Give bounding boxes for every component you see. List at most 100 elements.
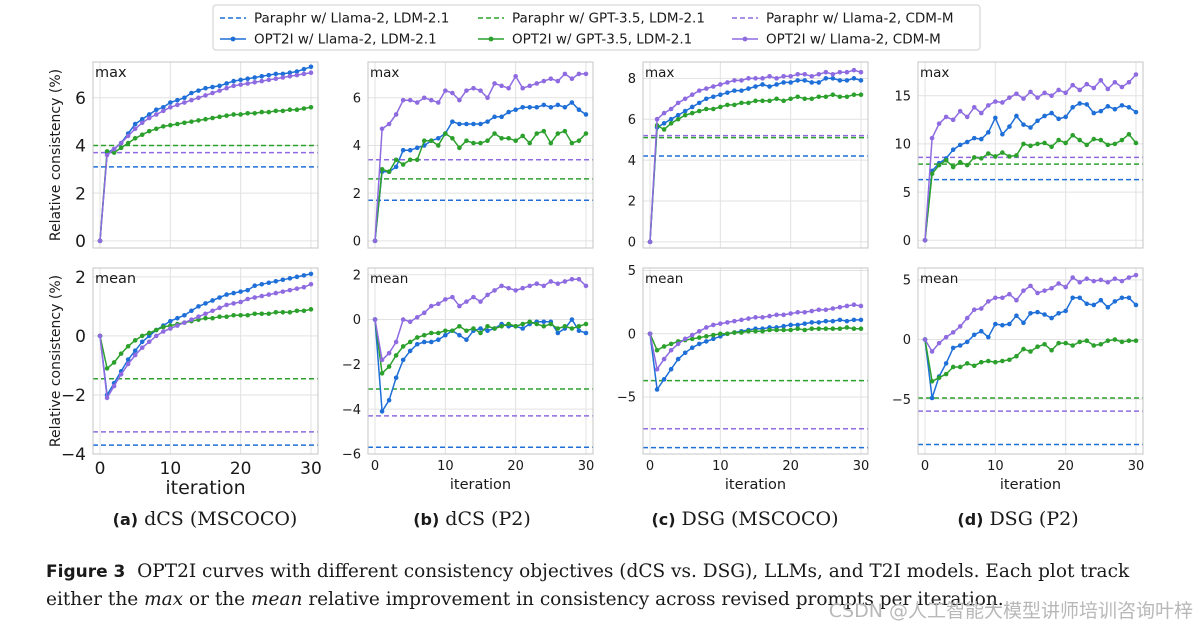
point-op_llama_cdm-19 xyxy=(231,83,236,89)
point-op_gpt_ldm-26 xyxy=(1105,142,1111,148)
point-op_gpt_ldm-3 xyxy=(393,353,399,358)
point-op_llama_cdm-2 xyxy=(936,121,942,126)
frame-b-mean xyxy=(367,267,594,455)
point-op_llama_cdm-28 xyxy=(1119,84,1125,90)
point-op_gpt_ldm-29 xyxy=(301,308,307,314)
point-op_llama_cdm-0 xyxy=(97,333,103,339)
point-op_gpt_ldm-27 xyxy=(1112,337,1118,342)
subcaption-c-tag: (c) xyxy=(651,510,676,529)
point-op_gpt_ldm-18 xyxy=(499,323,504,329)
point-op_llama_cdm-4 xyxy=(950,330,956,335)
legend-entry-op_llama_cdm: OPT2I w/ Llama-2, CDM-M xyxy=(732,32,941,48)
plot-area-d-mean xyxy=(918,268,1143,454)
point-op_llama_cdm-11 xyxy=(725,320,730,325)
point-op_gpt_ldm-21 xyxy=(795,326,800,332)
point-op_llama_cdm-2 xyxy=(111,146,117,152)
point-op_llama_ldm-17 xyxy=(492,114,497,120)
point-op_llama_cdm-29 xyxy=(1126,79,1132,85)
point-op_llama_cdm-9 xyxy=(711,84,716,89)
point-op_llama_cdm-5 xyxy=(682,96,688,102)
ytick-0: 0 xyxy=(75,232,86,252)
point-op_llama_cdm-1 xyxy=(104,152,110,158)
point-op_gpt_ldm-27 xyxy=(287,309,293,315)
point-op_gpt_ldm-23 xyxy=(1084,338,1090,344)
point-op_llama_cdm-4 xyxy=(125,361,131,367)
point-op_gpt_ldm-7 xyxy=(971,155,977,160)
point-op_llama_ldm-23 xyxy=(259,281,265,287)
point-op_llama_ldm-3 xyxy=(393,375,399,381)
point-op_llama_cdm-11 xyxy=(1000,295,1005,301)
point-op_gpt_ldm-15 xyxy=(478,330,483,336)
point-op_llama_cdm-2 xyxy=(661,110,667,116)
point-op_llama_cdm-20 xyxy=(788,311,793,316)
legend-entry-ph_gpt_ldm: Paraphr w/ GPT-3.5, LDM-2.1 xyxy=(478,11,705,27)
point-op_gpt_ldm-8 xyxy=(703,334,709,339)
point-op_llama_cdm-2 xyxy=(661,356,667,362)
point-op_llama_cdm-10 xyxy=(718,82,723,87)
point-op_llama_cdm-25 xyxy=(1098,277,1104,283)
point-op_llama_ldm-8 xyxy=(703,339,709,344)
point-op_llama_ldm-9 xyxy=(986,130,991,135)
point-op_llama_ldm-25 xyxy=(823,76,829,81)
panel-title-d-mean: mean xyxy=(920,271,958,287)
point-op_gpt_ldm-27 xyxy=(287,107,293,112)
point-op_llama_ldm-18 xyxy=(499,114,504,120)
point-op_llama_ldm-28 xyxy=(569,317,575,322)
point-op_llama_ldm-6 xyxy=(964,339,970,345)
point-op_llama_cdm-23 xyxy=(1084,276,1090,282)
point-op_llama_cdm-14 xyxy=(1021,288,1026,293)
point-op_llama_cdm-13 xyxy=(464,88,469,93)
xlabel-b-mean: iteration xyxy=(450,477,511,493)
legend-label-ph_llama_cdm: Paraphr w/ Llama-2, CDM-M xyxy=(766,11,953,27)
point-op_llama_ldm-6 xyxy=(414,341,420,347)
point-op_llama_cdm-15 xyxy=(203,93,208,98)
point-op_llama_cdm-23 xyxy=(809,308,815,314)
plot-area-c-max xyxy=(643,62,868,248)
point-op_llama_cdm-28 xyxy=(1119,278,1125,284)
point-op_llama_ldm-4 xyxy=(400,357,406,363)
point-op_llama_cdm-15 xyxy=(753,315,758,320)
point-op_llama_cdm-10 xyxy=(168,105,173,110)
subcaption-d: (d) DSG (P2) xyxy=(888,508,1148,530)
point-op_llama_cdm-6 xyxy=(139,345,145,351)
point-op_llama_cdm-8 xyxy=(428,303,434,309)
ytick--5: −5 xyxy=(617,391,636,406)
point-op_gpt_ldm-14 xyxy=(471,326,476,331)
point-op_llama_cdm-12 xyxy=(182,320,187,325)
point-op_llama_cdm-3 xyxy=(668,347,674,353)
point-op_llama_ldm-28 xyxy=(844,318,850,324)
point-op_llama_cdm-18 xyxy=(774,76,779,81)
point-op_gpt_ldm-2 xyxy=(661,127,667,132)
point-op_llama_cdm-19 xyxy=(781,312,786,318)
point-op_llama_cdm-26 xyxy=(1105,86,1111,92)
point-op_gpt_ldm-28 xyxy=(844,94,850,100)
point-op_gpt_ldm-24 xyxy=(1091,136,1097,142)
point-op_gpt_ldm-16 xyxy=(760,98,765,104)
point-op_llama_cdm-30 xyxy=(583,283,589,289)
point-op_llama_ldm-13 xyxy=(1014,113,1019,119)
point-op_gpt_ldm-25 xyxy=(548,140,554,146)
panel-title-c-mean: mean xyxy=(645,271,683,287)
point-op_llama_cdm-7 xyxy=(696,88,702,93)
point-op_llama_ldm-7 xyxy=(421,339,427,345)
point-op_gpt_ldm-4 xyxy=(400,162,406,167)
point-op_llama_cdm-24 xyxy=(816,307,822,313)
point-op_gpt_ldm-21 xyxy=(520,133,525,139)
point-op_llama_ldm-12 xyxy=(1007,321,1012,327)
point-op_gpt_ldm-7 xyxy=(146,128,152,134)
point-op_gpt_ldm-28 xyxy=(294,308,300,314)
point-op_llama_cdm-18 xyxy=(1049,93,1054,99)
point-op_llama_cdm-26 xyxy=(280,289,286,294)
point-op_llama_cdm-20 xyxy=(238,82,243,87)
point-op_llama_ldm-24 xyxy=(541,319,547,325)
point-op_gpt_ldm-2 xyxy=(111,360,117,365)
point-op_llama_ldm-25 xyxy=(273,71,279,77)
point-op_llama_cdm-22 xyxy=(527,83,533,89)
point-op_gpt_ldm-2 xyxy=(936,162,942,168)
point-op_llama_cdm-9 xyxy=(436,301,441,307)
series-op_llama_cdm xyxy=(922,272,1139,354)
caption-em-mean: mean xyxy=(251,589,303,610)
panel-c-mean: −5 0 5 0 10 20 30 mean iteration xyxy=(617,264,869,493)
point-op_gpt_ldm-28 xyxy=(1119,339,1125,345)
